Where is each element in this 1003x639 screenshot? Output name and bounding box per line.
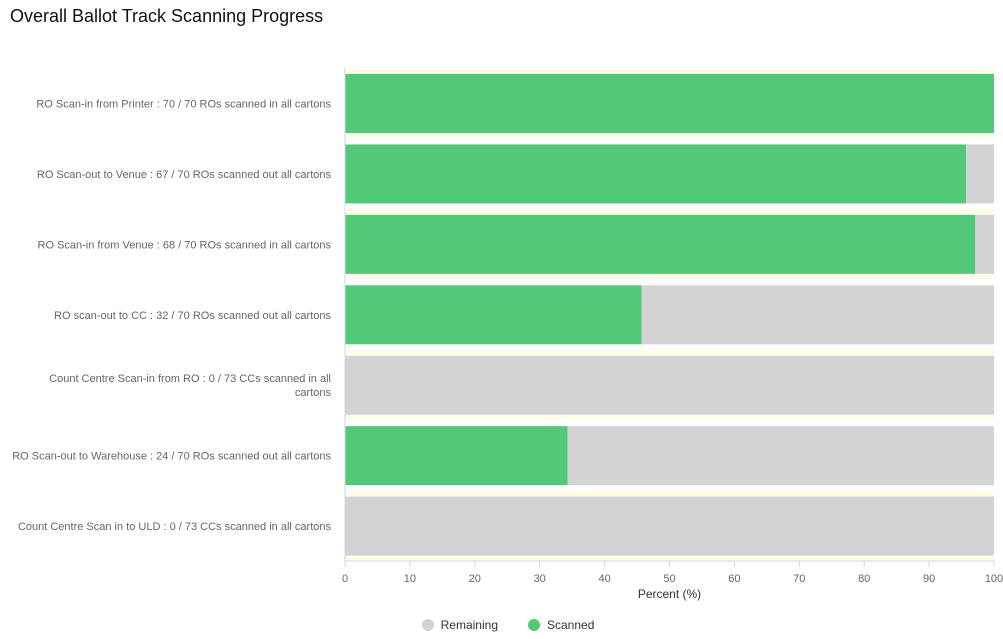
category-label: RO scan-out to CC : 32 / 70 ROs scanned … [54,310,331,322]
x-tick-label: 90 [923,573,935,585]
bar-scanned[interactable] [345,144,967,204]
bar-scanned[interactable] [345,285,642,345]
category-label: RO Scan-out to Warehouse : 24 / 70 ROs s… [12,451,331,463]
legend-label-remaining: Remaining [440,618,498,632]
x-tick-label: 10 [404,573,416,585]
legend-label-scanned: Scanned [547,618,595,632]
category-label: RO Scan-out to Venue : 67 / 70 ROs scann… [37,169,332,181]
x-axis-title: Percent (%) [638,587,701,601]
x-tick-label: 50 [663,573,675,585]
bar-remaining[interactable] [966,144,994,204]
bar-scanned[interactable] [345,74,994,133]
x-tick-label: 100 [985,573,1003,585]
bar-remaining[interactable] [567,426,994,486]
bar-scanned[interactable] [345,426,568,486]
bar-remaining[interactable] [641,285,994,345]
x-tick-label: 20 [469,573,481,585]
bar-remaining[interactable] [975,214,994,274]
legend-item-scanned[interactable]: Scanned [528,617,594,633]
chart-title: Overall Ballot Track Scanning Progress [10,6,324,26]
x-tick-label: 40 [598,573,610,585]
x-tick-label: 70 [793,573,805,585]
x-tick-label: 30 [534,573,546,585]
category-label: Count Centre Scan in to ULD : 0 / 73 CCs… [18,521,332,533]
category-label: RO Scan-in from Printer : 70 / 70 ROs sc… [36,99,331,111]
x-tick-label: 80 [858,573,870,585]
bar-scanned[interactable] [345,214,976,274]
category-label: Count Centre Scan-in from RO : 0 / 73 CC… [49,373,331,399]
legend-swatch-scanned [528,619,540,631]
bar-remaining[interactable] [345,355,994,415]
bar-remaining[interactable] [345,496,994,556]
legend: Remaining Scanned [0,617,1003,633]
x-tick-label: 0 [342,573,348,585]
x-tick-label: 60 [728,573,740,585]
legend-item-remaining[interactable]: Remaining [421,617,498,633]
legend-swatch-remaining [421,619,434,631]
category-label: RO Scan-in from Venue : 68 / 70 ROs scan… [38,239,332,251]
